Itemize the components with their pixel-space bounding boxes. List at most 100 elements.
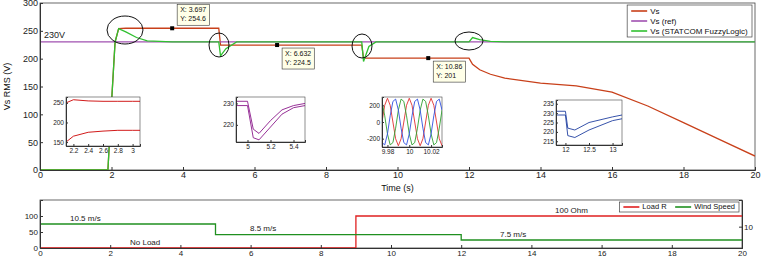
- tick-mark: [556, 123, 558, 124]
- tick-mark: [461, 245, 462, 248]
- tick: 12: [464, 167, 474, 180]
- tick: 2: [109, 167, 114, 180]
- tick-label: 8: [324, 170, 329, 180]
- tick: 2: [108, 245, 113, 258]
- series-line: [556, 115, 622, 138]
- tick: 230: [543, 110, 558, 117]
- tick-mark: [556, 113, 558, 114]
- tick-mark: [556, 132, 558, 133]
- tick: 250: [53, 99, 68, 106]
- legend-item: Vs (STATCOM FuzzyLogic): [631, 27, 748, 36]
- series-line: [66, 130, 140, 142]
- plot-area: [66, 100, 140, 142]
- tick: 12: [457, 245, 466, 258]
- tick-mark: [66, 103, 68, 104]
- data-tip-text: X: 10.86: [436, 63, 462, 70]
- tick: 10: [393, 167, 403, 180]
- tick: 5.2: [266, 140, 275, 150]
- tick: 100: [23, 110, 43, 120]
- tick: 150: [53, 139, 68, 146]
- legend-box: [627, 5, 752, 37]
- tick: 0: [34, 244, 43, 253]
- tick-label: 200: [23, 54, 38, 64]
- tick: 14: [527, 245, 536, 258]
- annotation: 100 Ohm: [555, 206, 588, 215]
- tick: 200: [369, 102, 384, 109]
- series-line: [40, 29, 755, 170]
- plot-area: [236, 101, 305, 140]
- tick-mark: [40, 3, 43, 4]
- tick-mark: [110, 245, 111, 248]
- data-tip-text: Y: 224.5: [285, 59, 311, 66]
- tick: 4: [179, 245, 184, 258]
- tick: 200: [53, 119, 68, 126]
- tick-label: 230: [223, 100, 234, 107]
- tick: 50: [28, 138, 43, 148]
- series-line: [66, 100, 140, 103]
- highlight-ellipse: [209, 33, 229, 57]
- plot-area: [382, 98, 442, 146]
- tick-label: 100: [25, 212, 39, 221]
- inset-background: [66, 97, 140, 146]
- data-tip-text: X: 6.632: [285, 50, 311, 57]
- data-tip-marker: [170, 26, 174, 30]
- legend-label: Wind Speed: [694, 202, 735, 211]
- x-axis-title: Time (s): [381, 183, 414, 193]
- tick-label: 6: [249, 249, 254, 258]
- tick-mark: [739, 227, 742, 228]
- series-line: [40, 28, 755, 170]
- tick: 18: [668, 245, 677, 258]
- plot-background: [40, 200, 742, 248]
- tick: 8: [324, 167, 329, 180]
- tick: 5.4: [289, 140, 298, 150]
- tick-label: 16: [607, 170, 617, 180]
- tick: 200: [23, 54, 43, 64]
- legend: VsVs (ref)Vs (STATCOM FuzzyLogic): [627, 5, 752, 37]
- tick-label: 2.4: [84, 147, 93, 154]
- y-axis: 050100: [25, 201, 43, 254]
- tick: 250: [23, 26, 43, 36]
- tick: 220: [223, 121, 238, 128]
- tick: 9.98: [382, 145, 395, 155]
- tick: 10: [739, 223, 753, 232]
- highlight-ellipse: [455, 32, 483, 50]
- tick-label: 220: [543, 128, 554, 135]
- plot-area: [556, 111, 622, 137]
- legend: Load R Wind Speed: [619, 202, 739, 212]
- tick: 16: [598, 245, 607, 258]
- legend-box: [619, 202, 739, 212]
- data-tip-text: X: 3.697: [180, 6, 206, 13]
- plot-background: [40, 3, 755, 170]
- tick-label: 235: [543, 100, 554, 107]
- data-tip-box: [177, 4, 209, 25]
- y-axis-title: Vs RMS (V): [2, 63, 12, 111]
- tick: 4: [181, 167, 186, 180]
- tick-mark: [382, 105, 384, 106]
- x-axis: 55.25.4: [237, 140, 306, 150]
- tick-mark: [40, 216, 43, 217]
- tick-mark: [40, 59, 43, 60]
- tick-mark: [672, 245, 673, 248]
- data-tip-box: [433, 61, 465, 82]
- legend-label: Vs (STATCOM FuzzyLogic): [650, 27, 748, 36]
- tick-mark: [66, 142, 68, 143]
- tick-mark: [251, 245, 252, 248]
- tick-label: 200: [369, 102, 380, 109]
- tick: 2.2: [69, 144, 78, 154]
- annotation: 8.5 m/s: [250, 224, 276, 233]
- inset-chart: 55.25.4220230: [223, 97, 305, 150]
- tick-label: 150: [53, 139, 64, 146]
- tick: 10: [387, 245, 396, 258]
- x-axis: 9.981010.02: [382, 145, 443, 155]
- tick: 13: [609, 143, 617, 153]
- data-tip: X: 6.632 Y: 224.5: [282, 48, 314, 69]
- tick-label: 20: [738, 249, 747, 258]
- tick-label: 215: [543, 138, 554, 145]
- inset-background: [556, 100, 622, 145]
- tick-label: 14: [536, 170, 546, 180]
- tick: 12: [562, 143, 570, 153]
- data-tip: X: 3.697Y: 254.6: [177, 4, 209, 25]
- legend-label: Load R: [642, 202, 667, 211]
- tick-label: 4: [181, 170, 186, 180]
- highlight-ellipse: [107, 16, 143, 44]
